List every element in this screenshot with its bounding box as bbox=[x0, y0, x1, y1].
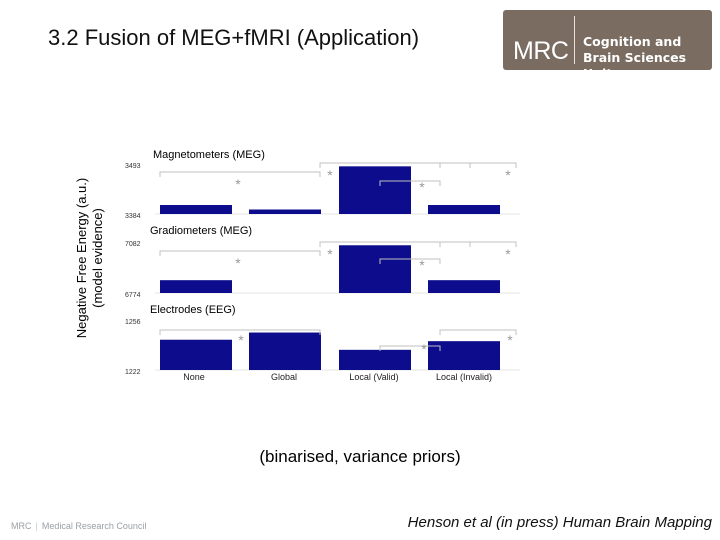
significance-bracket bbox=[379, 258, 441, 264]
significance-bracket bbox=[319, 241, 471, 247]
significance-star: * bbox=[235, 255, 241, 271]
x-tick-label: None bbox=[183, 372, 205, 382]
panel-title: Electrodes (EEG) bbox=[150, 304, 236, 316]
significance-star: * bbox=[419, 257, 425, 273]
footer-org-name: Medical Research Council bbox=[41, 521, 147, 531]
significance-bracket bbox=[439, 162, 517, 168]
y-tick-label: 6774 bbox=[125, 292, 141, 299]
x-tick-label: Local (Invalid) bbox=[436, 372, 492, 382]
significance-star: * bbox=[235, 176, 241, 192]
citation: Henson et al (in press) Human Brain Mapp… bbox=[407, 514, 712, 531]
x-tick-label: Local (Valid) bbox=[349, 372, 398, 382]
y-tick-label: 3384 bbox=[125, 213, 141, 220]
bar bbox=[339, 349, 411, 370]
significance-bracket bbox=[159, 250, 321, 256]
panel-title: Magnetometers (MEG) bbox=[153, 149, 265, 161]
bar bbox=[339, 245, 411, 293]
significance-star: * bbox=[505, 167, 511, 183]
bar bbox=[428, 205, 500, 214]
significance-bracket bbox=[319, 162, 471, 168]
significance-star: * bbox=[505, 246, 511, 262]
bar bbox=[428, 280, 500, 293]
significance-star: * bbox=[507, 332, 513, 348]
significance-bracket bbox=[439, 329, 517, 335]
logo-divider bbox=[574, 16, 575, 64]
footer-mrc: MRC | Medical Research Council bbox=[11, 521, 147, 531]
logo-line-2: Brain Sciences Unit bbox=[583, 50, 687, 81]
significance-bracket bbox=[159, 329, 321, 335]
slide-title: 3.2 Fusion of MEG+fMRI (Application) bbox=[48, 25, 420, 50]
y-tick-label: 1222 bbox=[125, 369, 141, 376]
significance-bracket bbox=[379, 180, 441, 186]
footer-mrc-mark: MRC bbox=[11, 521, 32, 531]
caption: (binarised, variance priors) bbox=[259, 447, 461, 466]
bar bbox=[160, 280, 232, 293]
x-tick-label: Global bbox=[271, 372, 297, 382]
significance-bracket bbox=[159, 171, 321, 177]
logo-unit-name: Cognition and Brain Sciences Unit bbox=[583, 34, 712, 82]
mrc-cbu-logo: MRC Cognition and Brain Sciences Unit bbox=[503, 10, 712, 81]
significance-star: * bbox=[419, 179, 425, 195]
y-tick-label: 7082 bbox=[125, 241, 141, 248]
significance-star: * bbox=[327, 246, 333, 262]
bar bbox=[249, 209, 321, 214]
bar bbox=[160, 205, 232, 214]
bar bbox=[339, 166, 411, 214]
logo-mark: MRC bbox=[513, 37, 569, 65]
significance-star: * bbox=[327, 167, 333, 183]
y-tick-label: 1256 bbox=[125, 319, 141, 326]
bar bbox=[160, 339, 232, 370]
significance-bracket bbox=[439, 241, 517, 247]
significance-star: * bbox=[421, 341, 427, 357]
significance-star: * bbox=[238, 332, 244, 348]
y-tick-label: 3493 bbox=[125, 163, 141, 170]
panel-title: Gradiometers (MEG) bbox=[150, 225, 252, 237]
logo-line-1: Cognition and bbox=[583, 34, 682, 49]
bar bbox=[249, 332, 321, 370]
significance-bracket bbox=[379, 345, 441, 351]
